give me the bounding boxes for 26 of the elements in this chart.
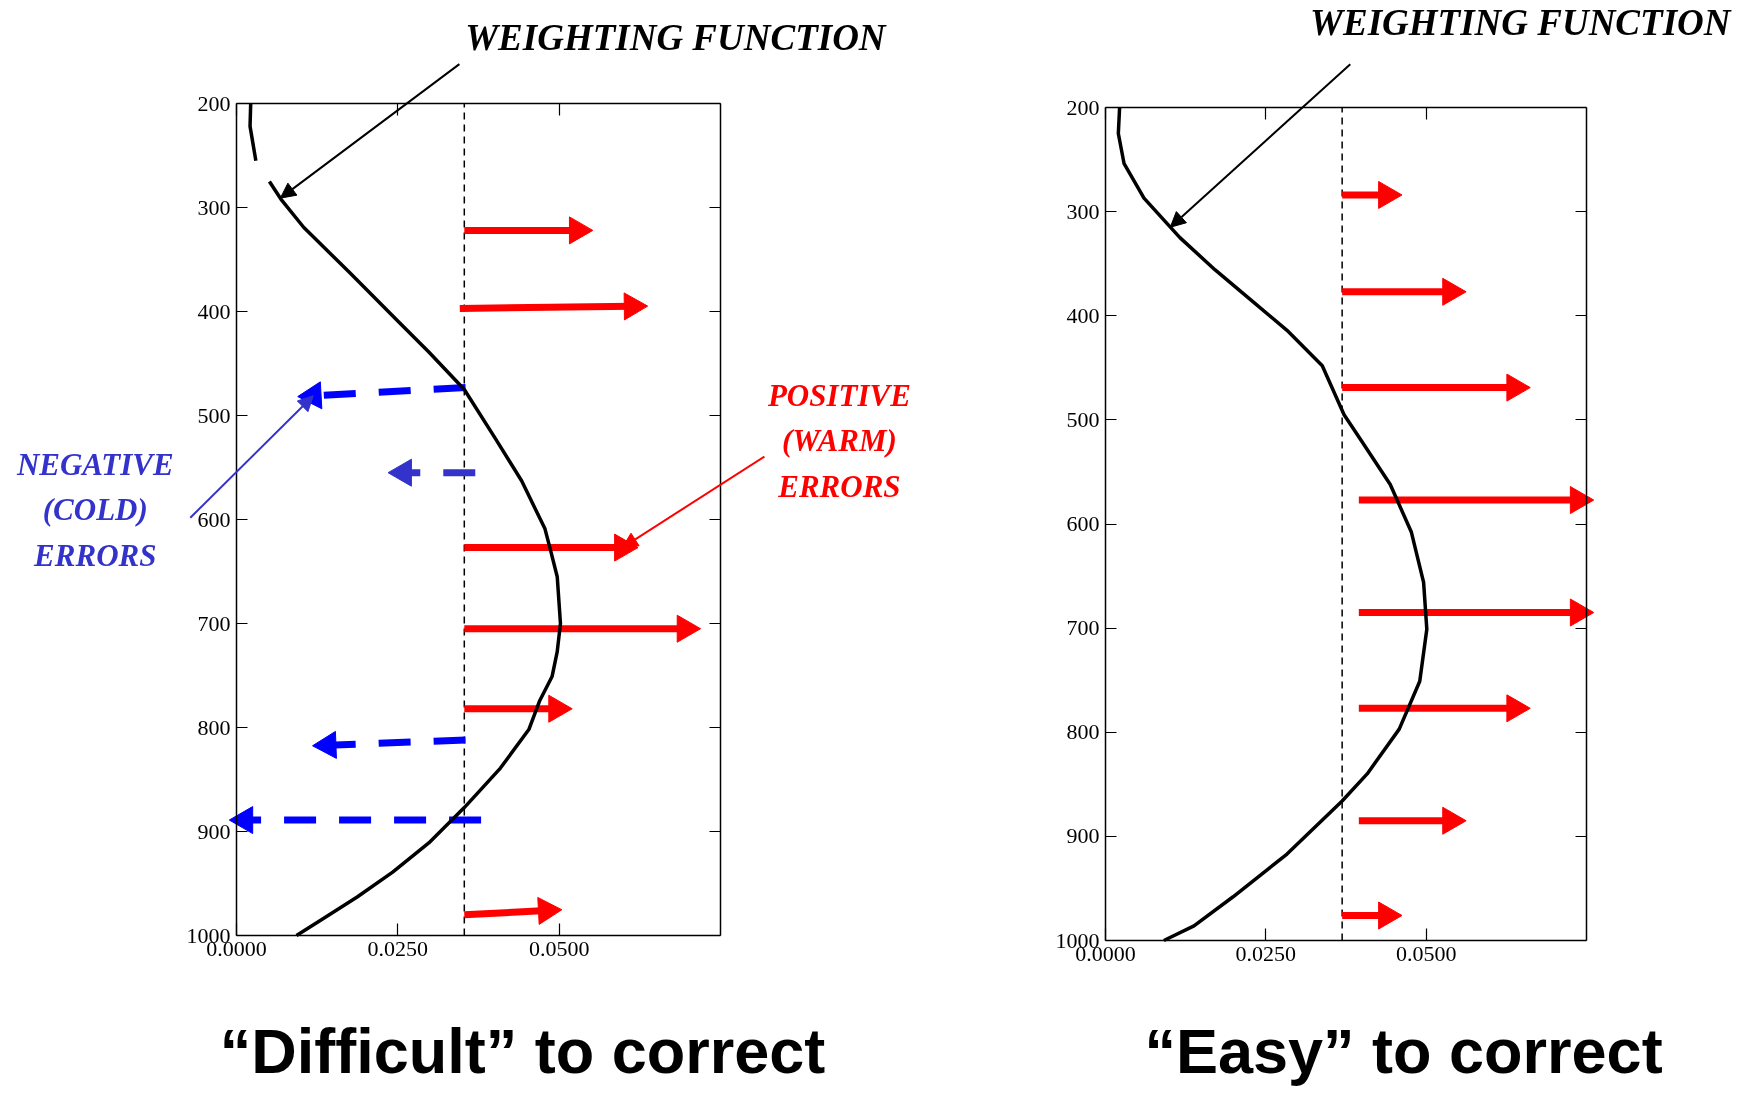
x-tick-label: 0.0500 — [1395, 940, 1457, 966]
y-tick-label: 400 — [1066, 302, 1100, 328]
y-tick-label: 200 — [1066, 94, 1100, 120]
y-tick-label: 500 — [1066, 406, 1100, 432]
text: “Easy” to correct — [1144, 1015, 1663, 1086]
y-tick-label: 700 — [197, 610, 231, 636]
annotation: WEIGHTING FUNCTION — [1310, 1, 1732, 43]
y-tick-label: 800 — [197, 714, 231, 740]
y-tick-label: 500 — [197, 402, 231, 428]
y-tick-label: 300 — [1066, 198, 1100, 224]
y-tick-label: 800 — [1066, 719, 1100, 745]
y-tick-label: 300 — [197, 194, 231, 220]
x-tick-label: 0.0250 — [1235, 940, 1297, 966]
x-tick-label: 0.0500 — [528, 935, 590, 961]
y-tick-label: 900 — [197, 818, 231, 844]
y-tick-label: 600 — [1066, 511, 1100, 536]
y-tick-label: 600 — [197, 506, 231, 532]
annotation: POSITIVE (WARM) ERRORS — [766, 377, 911, 504]
annotation: NEGATIVE (COLD) ERRORS — [15, 446, 174, 573]
x-tick-label: 0.0250 — [367, 935, 429, 961]
y-tick-label: 400 — [197, 298, 231, 324]
y-tick-label: 700 — [1066, 615, 1100, 641]
y-tick-label: 900 — [1066, 823, 1100, 849]
text: “Difficult” to correct — [219, 1015, 826, 1086]
y-tick-label: 200 — [197, 90, 231, 116]
annotation: WEIGHTING FUNCTION — [465, 16, 887, 58]
